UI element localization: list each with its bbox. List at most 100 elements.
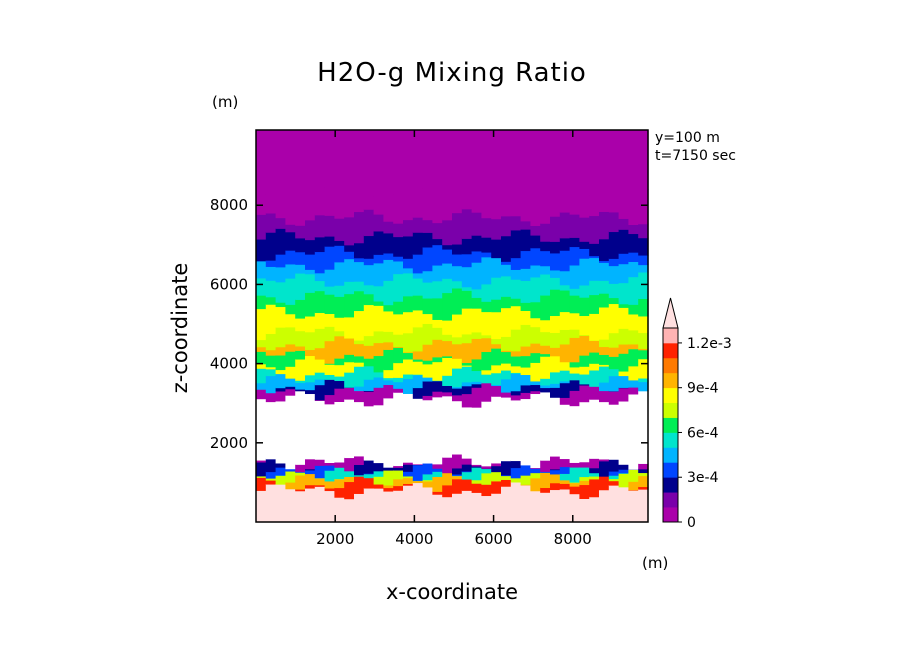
contour-cell [305,269,316,275]
contour-cell [481,465,492,469]
contour-cell [589,478,600,498]
contour-cell [628,313,639,331]
contour-cell [354,211,365,244]
contour-cell [638,463,649,470]
contour-cell [324,246,335,270]
contour-cell [638,489,649,523]
colorbar-label: 3e-4 [687,470,719,486]
chart-title: H2O-g Mixing Ratio [317,58,587,88]
contour-cell [599,382,610,392]
contour-cell [314,486,326,523]
contour-cell [373,254,384,264]
contour-cell [295,380,306,384]
contour-cell [344,470,355,477]
contour-cell [540,384,551,389]
contour-cell [461,342,473,364]
contour-cell [471,383,482,388]
contour-cell [608,211,620,233]
contour-cell [344,476,355,483]
contour-cell [334,467,345,480]
contour-cell [481,484,492,497]
contour-cell [471,130,482,201]
contour-cell [559,380,571,384]
contour-cell [314,280,326,292]
contour-cell [491,239,502,259]
contour-cell [628,343,639,350]
contour-cell [569,405,580,463]
contour-cell [520,302,531,311]
contour-cell [422,395,433,401]
contour-cell [383,221,394,234]
contour-cell [275,281,286,303]
contour-cell [363,358,375,367]
contour-cell [285,386,296,390]
contour-cell [432,222,443,240]
contour-cell [285,470,296,483]
contour-cell [599,364,610,367]
contour-cell [628,469,639,482]
contour-cell [412,326,424,352]
contour-cell [550,241,561,254]
contour-cell [481,201,492,219]
contour-cell [608,258,620,267]
contour-cell [344,387,355,400]
contour-cell [608,332,620,348]
contour-cell [305,254,316,270]
contour-cell [354,455,365,465]
contour-cell [373,230,384,255]
contour-cell [618,282,629,305]
contour-cell [638,468,649,474]
contour-cell [275,373,286,389]
contour-cell [579,384,590,403]
contour-cell [599,293,610,308]
contour-cell [452,287,463,315]
contour-cell [608,130,620,198]
contour-cell [265,458,277,473]
contour-cell [608,347,620,357]
contour-cell [265,260,277,267]
contour-cell [373,214,384,232]
contour-cell [510,467,522,479]
contour-cell [295,471,306,473]
contour-cell [412,361,424,375]
contour-cell [383,369,394,379]
contour-cell [275,254,286,268]
contour-cell [608,480,620,486]
contour-cell [530,326,541,344]
contour-cell [373,470,384,477]
contour-cell [363,130,375,197]
contour-cell [275,266,286,283]
contour-cell [559,343,571,363]
contour-cell [608,478,620,482]
contour-cell [579,258,590,286]
contour-cell [314,459,326,466]
contour-cell [403,477,414,484]
contour-cell [314,465,326,479]
contour-cell [344,399,355,459]
contour-cell [510,355,522,367]
contour-cell [442,278,453,294]
contour-cell [608,391,620,405]
contour-cell [256,475,267,478]
contour-cell [638,349,649,360]
contour-cell [422,479,433,482]
contour-cell [314,214,326,238]
contour-cell [461,193,473,210]
contour-cell [540,187,551,224]
contour-cell [373,130,384,202]
contour-cell [530,490,541,523]
contour-cell [422,363,433,378]
contour-cell [305,239,316,255]
contour-cell [354,474,365,477]
contour-cell [412,272,424,279]
contour-cell [530,247,541,266]
contour-cell [432,380,443,392]
contour-cell [256,351,267,365]
contour-cell [285,378,296,387]
contour-cell [363,459,375,474]
contour-cell [510,481,522,523]
contour-cell [275,354,286,371]
contour-cell [393,388,404,393]
contour-cell [481,382,492,402]
contour-cell [256,363,267,369]
